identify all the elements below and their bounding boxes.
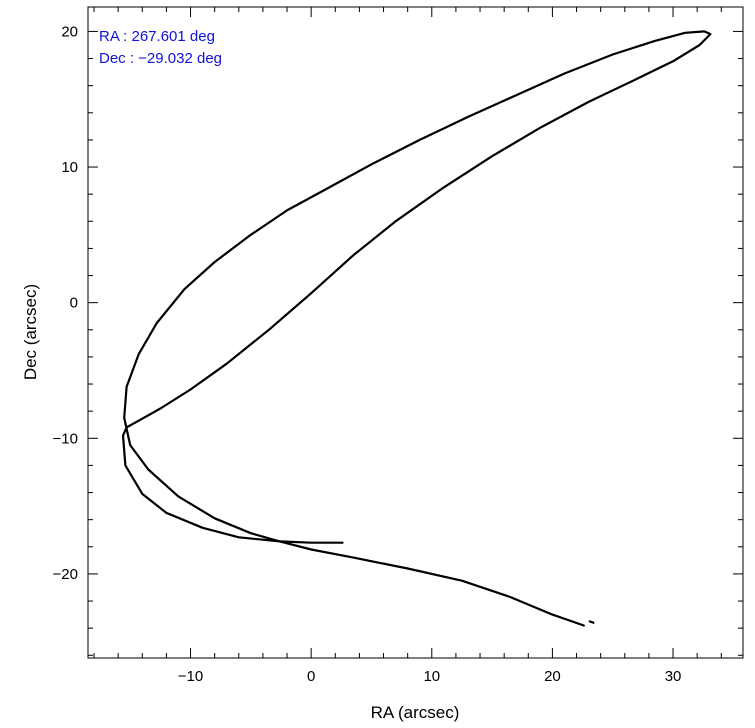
- x-axis-title: RA (arcsec): [371, 703, 460, 722]
- series-layer: [121, 30, 712, 627]
- y-tick-label: 20: [61, 23, 78, 40]
- x-tick-label: 10: [423, 668, 440, 685]
- trajectory-fragment: [588, 620, 595, 624]
- x-tick-label: 30: [665, 668, 682, 685]
- x-tick-label: 20: [544, 668, 561, 685]
- y-tick-label: −20: [53, 566, 78, 583]
- y-tick-label: −10: [53, 430, 78, 447]
- ra-annotation: RA : 267.601 deg: [99, 28, 215, 45]
- y-axis-title: Dec (arcsec): [21, 284, 40, 380]
- dec-annotation: Dec : −29.032 deg: [99, 50, 222, 67]
- x-tick-label: 0: [307, 668, 315, 685]
- axis-tick-labels: −10 0 10 20 30 −20 −10 0 10 20: [53, 23, 682, 685]
- plot-frame: [87, 6, 744, 659]
- y-tick-label: 10: [61, 159, 78, 176]
- axis-ticks: [88, 7, 743, 658]
- trajectory-line: [121, 30, 712, 627]
- x-tick-label: −10: [178, 668, 203, 685]
- y-tick-label: 0: [70, 295, 78, 312]
